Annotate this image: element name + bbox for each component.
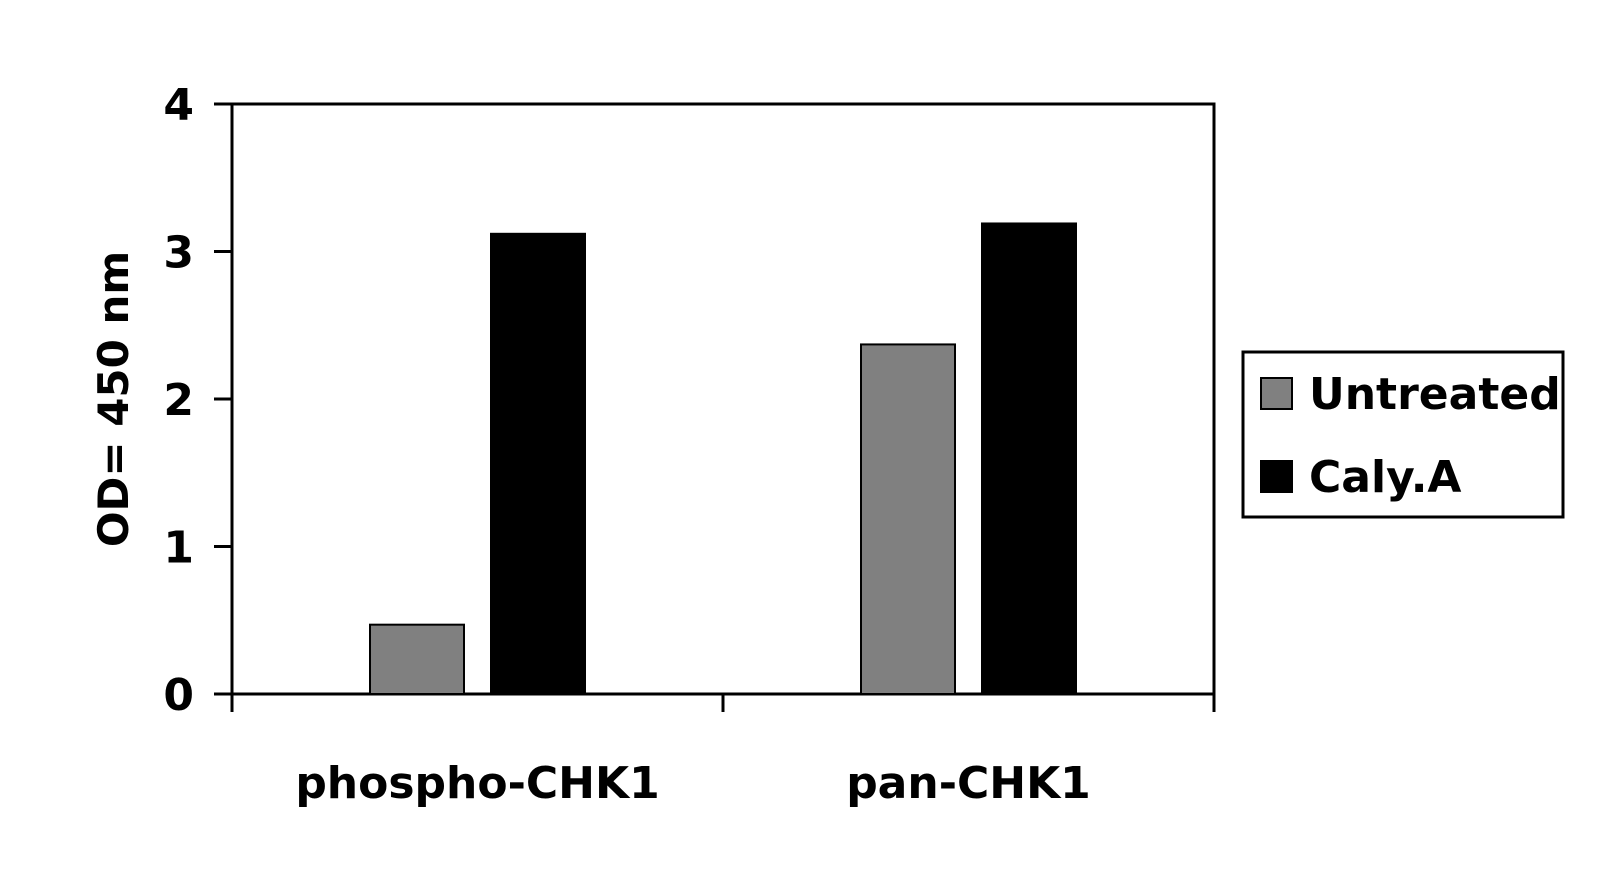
bar	[369, 623, 465, 695]
y-tick-label: 1	[163, 523, 194, 574]
x-axis: phospho-CHK1 pan-CHK1	[230, 694, 1216, 809]
y-tick-label: 3	[163, 228, 194, 279]
x-category-label: pan-CHK1	[846, 758, 1091, 809]
legend-swatch	[1260, 377, 1293, 410]
x-category-label: phospho-CHK1	[295, 758, 659, 809]
legend-box	[1241, 350, 1565, 519]
y-axis: 0 1 2 3 4	[163, 80, 232, 721]
y-tick-label: 0	[163, 670, 194, 721]
bars	[369, 222, 1077, 696]
bar	[981, 222, 1077, 695]
legend: Untreated Caly.A	[1241, 350, 1565, 519]
bar	[490, 232, 586, 696]
legend-label: Untreated	[1309, 369, 1561, 420]
y-tick-label: 4	[163, 80, 194, 131]
legend-swatch	[1260, 460, 1293, 493]
bar	[860, 343, 956, 695]
y-axis-title: OD= 450 nm	[89, 251, 138, 547]
legend-label: Caly.A	[1309, 452, 1461, 503]
y-tick-label: 2	[163, 375, 194, 426]
